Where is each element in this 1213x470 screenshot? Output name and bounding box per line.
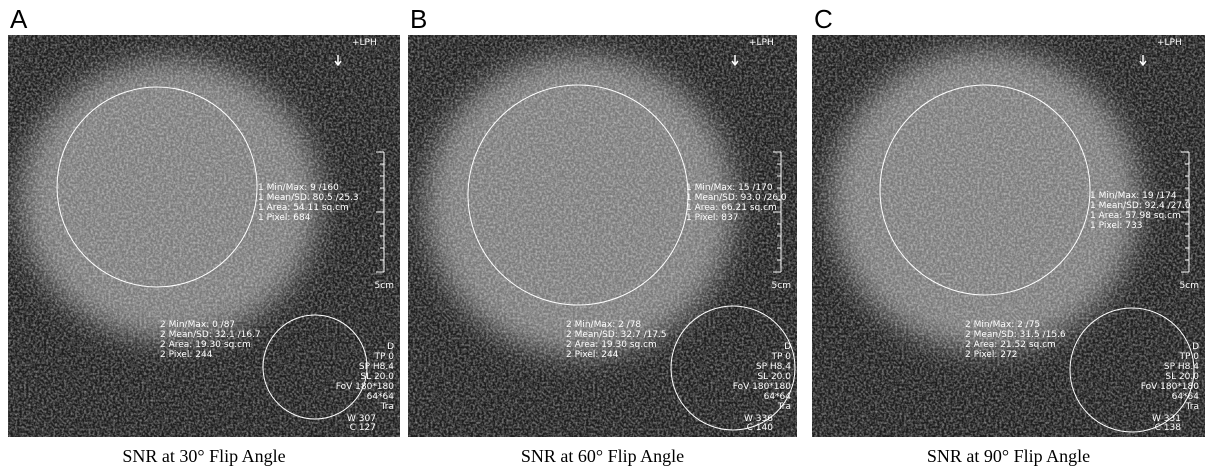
scale-label: 5cm <box>375 281 394 291</box>
orientation-arrow <box>1139 55 1147 67</box>
scan-info: SL 20.0 <box>1165 372 1199 382</box>
scan-info: TP 0 <box>1178 352 1199 362</box>
caption: SNR at 90° Flip Angle <box>927 446 1090 466</box>
scan-info: Tra <box>777 402 791 412</box>
roi-stat: 1 Pixel: 733 <box>1090 221 1142 231</box>
roi-stat: 2 Min/Max: 2 /78 <box>566 320 641 330</box>
scan-info: TP 0 <box>373 352 394 362</box>
scale-label: 5cm <box>1180 281 1199 291</box>
scan-info: 64*64 <box>367 392 395 402</box>
window-info: W 336 <box>744 414 773 424</box>
window-info: C 140 <box>747 423 774 433</box>
panel-label: C <box>814 4 833 34</box>
mri-image <box>408 35 797 437</box>
roi-stat: 2 Mean/SD: 32.1 /16.7 <box>160 330 261 340</box>
roi-stat: 2 Mean/SD: 31.5 /15.6 <box>965 330 1066 340</box>
window-info: W 307 <box>347 414 376 424</box>
scan-info: 64*64 <box>1172 392 1200 402</box>
scan-info: D <box>1192 342 1199 352</box>
orientation-arrow <box>334 55 342 67</box>
roi-stat: 2 Pixel: 244 <box>160 350 213 360</box>
roi-stat: 1 Mean/SD: 92.4 /27.0 <box>1090 201 1191 211</box>
orientation: +LPH <box>1157 38 1182 48</box>
caption: SNR at 30° Flip Angle <box>122 446 285 466</box>
scan-info: FoV 180*180 <box>1141 382 1200 392</box>
roi-stat: 1 Min/Max: 15 /170 <box>686 183 773 193</box>
caption: SNR at 60° Flip Angle <box>521 446 684 466</box>
image-noise <box>812 35 1205 437</box>
roi-stat: 2 Pixel: 272 <box>965 350 1017 360</box>
scale-ruler <box>376 151 385 273</box>
mri-image <box>812 35 1205 437</box>
roi-stat: 2 Area: 19.30 sq.cm <box>566 340 657 350</box>
roi-stat: 1 Area: 57.98 sq.cm <box>1090 211 1181 221</box>
roi-stat: 1 Pixel: 684 <box>258 213 311 223</box>
orientation: +LPH <box>749 38 774 48</box>
scan-info: D <box>784 342 791 352</box>
roi-stat: 1 Mean/SD: 93.0 /26.0 <box>686 193 787 203</box>
roi-stat: 2 Min/Max: 2 /75 <box>965 320 1040 330</box>
roi-stat: 2 Pixel: 244 <box>566 350 619 360</box>
roi-stat: 2 Min/Max: 0 /87 <box>160 320 235 330</box>
scan-info: FoV 180*180 <box>336 382 395 392</box>
window-info: C 127 <box>350 423 376 433</box>
roi-circle <box>56 86 258 288</box>
scan-info: Tra <box>380 402 394 412</box>
scan-info: SP H8.4 <box>756 362 791 372</box>
panel-label: B <box>410 4 427 34</box>
roi-stat: 1 Area: 66.21 sq.cm <box>686 203 777 213</box>
roi-stat: 2 Area: 19.30 sq.cm <box>160 340 251 350</box>
roi-stat: 1 Min/Max: 9 /160 <box>258 183 339 193</box>
scale-ruler <box>773 151 782 273</box>
scan-info: SL 20.0 <box>757 372 791 382</box>
roi-stat: 1 Pixel: 837 <box>686 213 738 223</box>
scan-info: FoV 180*180 <box>733 382 792 392</box>
roi-stat: 1 Min/Max: 19 /174 <box>1090 191 1177 201</box>
image-noise <box>408 35 797 437</box>
roi-circle <box>670 305 796 431</box>
window-info: C 138 <box>1155 423 1182 433</box>
scan-info: SP H8.4 <box>1164 362 1199 372</box>
roi-circle <box>262 314 368 420</box>
scale-ruler <box>1181 151 1190 273</box>
roi-circle <box>1069 307 1195 433</box>
orientation: +LPH <box>352 38 377 48</box>
roi-circle <box>467 84 689 306</box>
image-noise <box>8 35 400 437</box>
roi-stat: 1 Area: 54.11 sq.cm <box>258 203 349 213</box>
roi-stat: 2 Mean/SD: 32.7 /17.5 <box>566 330 667 340</box>
panel-label: A <box>10 4 28 34</box>
mri-image <box>8 35 400 437</box>
scan-info: SP H8.4 <box>359 362 394 372</box>
window-info: W 331 <box>1152 414 1181 424</box>
roi-stat: 1 Mean/SD: 80.5 /25.3 <box>258 193 359 203</box>
scan-info: 64*64 <box>764 392 792 402</box>
orientation-arrow <box>731 55 739 67</box>
scale-label: 5cm <box>772 281 791 291</box>
scan-info: SL 20.0 <box>360 372 394 382</box>
scan-info: Tra <box>1185 402 1199 412</box>
roi-circle <box>879 84 1091 296</box>
scan-info: D <box>387 342 394 352</box>
scan-info: TP 0 <box>770 352 791 362</box>
roi-stat: 2 Area: 21.52 sq.cm <box>965 340 1056 350</box>
